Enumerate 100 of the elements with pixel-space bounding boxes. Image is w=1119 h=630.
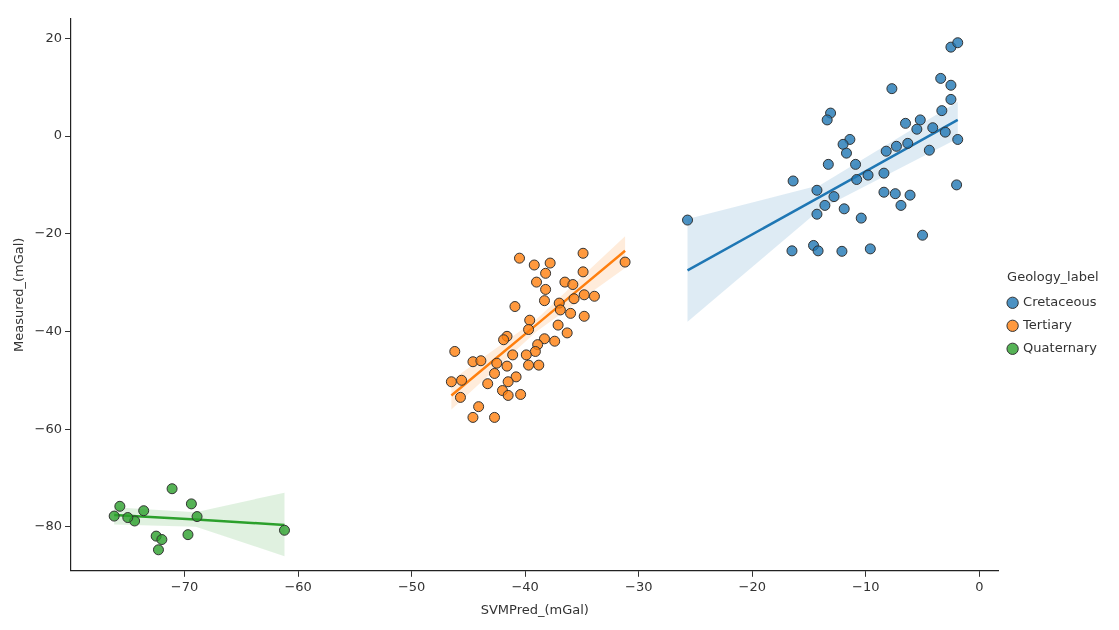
point — [911, 123, 923, 135]
point — [819, 199, 831, 211]
point — [836, 245, 848, 257]
point — [936, 105, 948, 117]
point — [540, 267, 552, 279]
point — [811, 184, 823, 196]
point — [509, 301, 521, 313]
point — [561, 327, 573, 339]
x-tick-label: 0 — [975, 578, 984, 594]
point — [549, 335, 561, 347]
point — [568, 293, 580, 305]
x-tick-label: −70 — [170, 578, 199, 594]
point — [880, 145, 892, 157]
point — [278, 524, 290, 536]
point — [923, 144, 935, 156]
y-tick-label: 20 — [45, 29, 63, 45]
point — [864, 243, 876, 255]
point — [114, 500, 126, 512]
point — [122, 512, 134, 524]
y-tick-label: −20 — [34, 225, 63, 241]
point — [523, 359, 535, 371]
point — [531, 276, 543, 288]
point — [454, 391, 466, 403]
point — [951, 179, 963, 191]
point — [552, 319, 564, 331]
point — [489, 411, 501, 423]
point — [538, 295, 550, 307]
point — [619, 256, 631, 268]
point — [838, 203, 850, 215]
point — [878, 186, 890, 198]
point — [878, 167, 890, 179]
point — [939, 126, 951, 138]
point — [904, 189, 916, 201]
point — [811, 208, 823, 220]
point — [166, 483, 178, 495]
point — [533, 359, 545, 371]
point — [945, 79, 957, 91]
x-tick-label: −20 — [738, 578, 766, 594]
point — [449, 345, 461, 357]
point — [578, 310, 590, 322]
y-tick-label: −80 — [34, 518, 63, 534]
point — [850, 158, 862, 170]
point — [445, 376, 457, 388]
point — [787, 175, 799, 187]
point — [138, 505, 150, 517]
point — [544, 257, 556, 269]
point — [851, 174, 863, 186]
point — [914, 114, 926, 126]
point — [498, 334, 510, 346]
legend-label: Cretaceous — [1023, 294, 1097, 310]
point — [520, 349, 532, 361]
point — [578, 289, 590, 301]
point — [567, 279, 579, 291]
point — [927, 122, 939, 134]
point — [502, 389, 514, 401]
y-axis-title: Measured_(mGal) — [11, 237, 27, 353]
point — [952, 37, 964, 49]
point — [821, 114, 833, 126]
point — [935, 72, 947, 84]
point — [501, 360, 513, 372]
point — [528, 259, 540, 271]
point — [489, 367, 501, 379]
point — [889, 188, 901, 200]
point — [467, 411, 479, 423]
point — [473, 401, 485, 413]
y-tick-label: −40 — [34, 322, 63, 338]
point — [945, 93, 957, 105]
point — [513, 252, 525, 264]
point — [682, 214, 694, 226]
point — [523, 323, 535, 335]
point — [786, 245, 798, 257]
point — [886, 83, 898, 95]
point — [565, 307, 577, 319]
point — [577, 266, 589, 278]
point — [540, 283, 552, 295]
x-tick-label: −30 — [624, 578, 653, 594]
point — [510, 371, 522, 383]
point — [822, 158, 834, 170]
point — [108, 510, 120, 522]
point — [902, 137, 914, 149]
legend-label: Tertiary — [1022, 317, 1073, 333]
x-tick-label: −10 — [852, 578, 880, 594]
point — [456, 374, 468, 386]
x-tick-label: −40 — [511, 578, 539, 594]
point — [515, 388, 527, 400]
point — [152, 544, 164, 556]
point — [895, 199, 907, 211]
point — [482, 378, 494, 390]
point — [900, 117, 912, 129]
point — [529, 345, 541, 357]
point — [828, 191, 840, 203]
point — [524, 314, 536, 326]
y-tick-label: 0 — [53, 127, 63, 143]
point — [182, 529, 194, 541]
y-tick-label: −60 — [34, 420, 63, 436]
point — [475, 355, 487, 367]
x-axis-title: SVMPred_(mGal) — [480, 601, 589, 617]
point — [502, 376, 514, 388]
point — [917, 229, 929, 241]
point — [577, 247, 589, 259]
